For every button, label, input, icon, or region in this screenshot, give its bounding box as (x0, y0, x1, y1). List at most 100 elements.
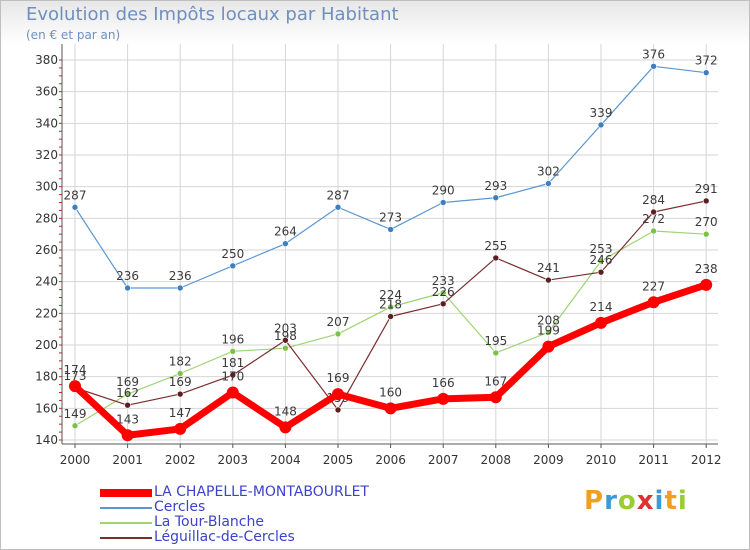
data-point (702, 230, 710, 238)
data-point (229, 348, 237, 355)
x-tick-label: 2005 (323, 453, 354, 467)
legend-swatch-la-tour-blanche (100, 522, 152, 524)
data-label: 203 (274, 321, 297, 335)
data-point (176, 370, 184, 377)
x-tick-label: 2003 (218, 453, 249, 467)
data-label: 199 (537, 324, 560, 338)
y-tick-label: 360 (35, 85, 58, 99)
data-label: 196 (221, 332, 244, 346)
y-tick-label: 300 (35, 180, 58, 194)
data-point (124, 390, 131, 398)
data-label: 339 (590, 106, 613, 120)
legend-label-la-chapelle-montabourlet: LA CHAPELLE-MONTABOURLET (154, 484, 369, 500)
series-la-tour-blanche: 149 169 182 196 198 207 224 233 195 208 253 272 270 (64, 212, 718, 430)
data-point (595, 316, 607, 329)
y-tick-label: 220 (35, 306, 58, 320)
data-point (176, 284, 184, 292)
data-label: 149 (64, 407, 87, 421)
data-point (226, 386, 239, 399)
data-point (439, 289, 447, 297)
data-label: 291 (695, 182, 718, 196)
y-tick-label: 140 (35, 433, 58, 447)
data-point (702, 69, 710, 76)
data-label: 246 (590, 253, 613, 267)
data-label: 182 (169, 355, 192, 369)
series-la-chapelle-montabourlet: 174 143 147 170 148 169 160 166 167 199 214 227 238 (64, 262, 718, 442)
data-point (439, 199, 447, 206)
logo-letter: o (617, 486, 637, 516)
data-point (279, 421, 292, 434)
data-label: 198 (274, 329, 297, 343)
data-point (387, 226, 394, 233)
data-label: 250 (221, 247, 244, 261)
data-point (176, 390, 184, 398)
data-label: 270 (695, 215, 718, 229)
data-point (542, 340, 555, 353)
y-tick-label: 320 (35, 148, 58, 162)
data-label: 233 (432, 274, 455, 288)
x-tick-label: 2006 (375, 453, 406, 467)
x-tick-label: 2001 (112, 453, 143, 467)
y-tick-label: 260 (35, 243, 58, 257)
series-cercles: 287 236 236 250 264 287 273 290 293 302 339 376 372 (64, 47, 718, 292)
data-point (650, 63, 657, 70)
x-tick-label: 2008 (481, 453, 512, 467)
data-point (492, 349, 500, 357)
x-tick-label: 2011 (638, 453, 669, 467)
data-point (492, 254, 500, 262)
data-label: 287 (327, 188, 350, 202)
data-label: 148 (274, 404, 297, 418)
data-point (71, 203, 79, 211)
x-tick-label: 2007 (428, 453, 459, 467)
data-point (174, 422, 187, 435)
legend-swatch-la-chapelle-montabourlet (100, 489, 152, 497)
logo-letter: i (677, 486, 688, 516)
data-label: 207 (327, 315, 350, 329)
data-point (545, 276, 552, 284)
data-point (387, 303, 394, 311)
legend-label-la-tour-blanche: La Tour-Blanche (154, 514, 264, 530)
data-label: 290 (432, 184, 455, 198)
data-point (124, 401, 131, 409)
y-tick-label: 160 (35, 401, 58, 415)
data-point (334, 330, 342, 338)
legend-label-cercles: Cercles (154, 499, 206, 515)
y-tick-label: 240 (35, 275, 58, 289)
data-label: 227 (642, 279, 665, 293)
data-label: 173 (64, 369, 87, 383)
data-label: 293 (484, 179, 507, 193)
legend-label-leguillac-de-cercles: Léguillac-de-Cercles (154, 529, 295, 545)
data-label: 238 (695, 262, 718, 276)
data-label: 284 (642, 193, 665, 207)
data-label: 224 (379, 288, 402, 302)
data-point (121, 429, 134, 442)
data-label: 264 (274, 225, 297, 239)
data-label: 253 (590, 242, 613, 256)
data-label: 241 (537, 261, 560, 275)
data-label: 236 (116, 269, 139, 283)
legend-swatch-cercles (100, 507, 152, 509)
x-tick-label: 2002 (165, 453, 196, 467)
data-label: 302 (537, 165, 560, 179)
data-label: 169 (116, 375, 139, 389)
series-leguillac-de-cercles: 173162169181203159218226255241246284291 (64, 182, 718, 414)
data-point (282, 240, 289, 247)
data-label: 236 (169, 269, 192, 283)
y-tick-label: 200 (35, 338, 58, 352)
data-point (545, 329, 552, 336)
data-point (650, 227, 657, 235)
data-label: 287 (64, 188, 87, 202)
data-label: 214 (590, 300, 613, 314)
data-label: 143 (116, 412, 139, 426)
legend-swatch-leguillac-de-cercles (100, 537, 152, 539)
data-point (597, 268, 605, 276)
data-label: 147 (169, 406, 192, 420)
y-tick-label: 340 (35, 116, 58, 130)
x-tick-label: 2000 (60, 453, 91, 467)
logo-letter: x (636, 486, 655, 516)
data-label: 174 (64, 363, 87, 377)
data-label: 208 (537, 313, 560, 327)
data-point (647, 296, 660, 309)
data-point (332, 388, 344, 401)
